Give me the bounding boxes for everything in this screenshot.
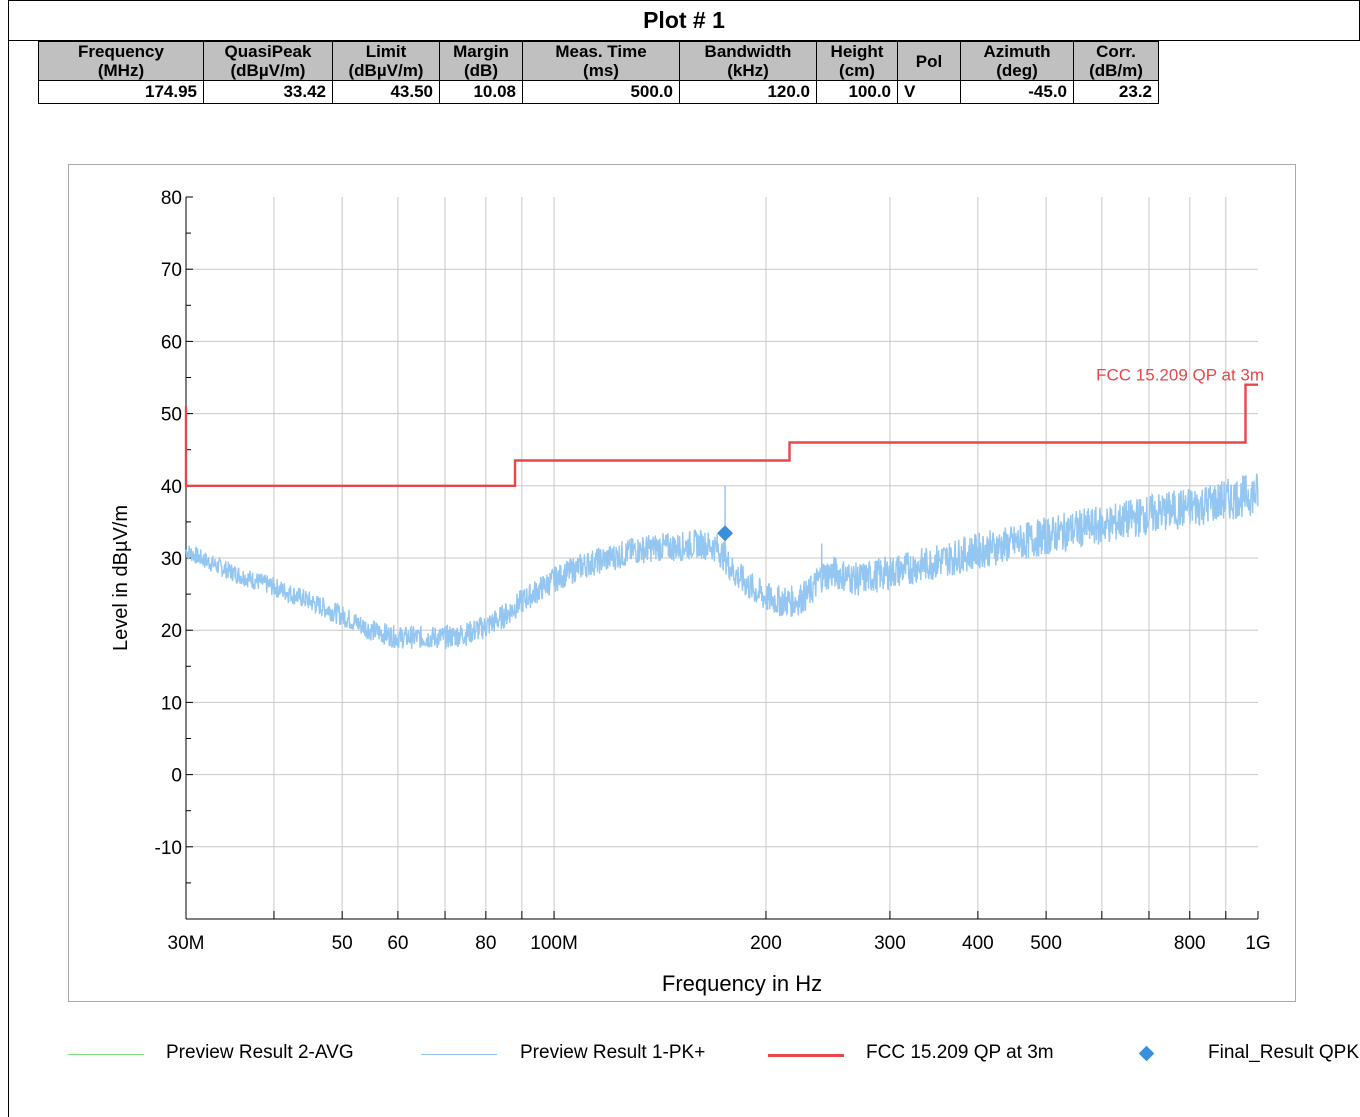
table-cell: -45.0 xyxy=(960,80,1074,104)
column-unit: (cm) xyxy=(839,61,875,80)
column-name: Frequency xyxy=(78,42,164,61)
column-unit: (deg) xyxy=(996,61,1038,80)
y-tick-label: 50 xyxy=(161,405,182,426)
column-unit: (dB) xyxy=(464,61,498,80)
legend-label: Final_Result QPK xyxy=(1208,1042,1360,1063)
legend-swatch-marker xyxy=(1138,1045,1155,1062)
x-tick-label: 100M xyxy=(530,933,578,954)
column-name: Limit xyxy=(365,42,407,61)
column-unit: (ms) xyxy=(583,61,619,80)
column-name: Azimuth xyxy=(983,42,1051,61)
table-cell: 174.95 xyxy=(38,80,204,104)
x-tick-label: 200 xyxy=(750,933,782,954)
emission-chart: -10 0 10 20 30 40 50 60 70 80 30M 50 60 80 100M 200 300 4… xyxy=(110,188,1271,996)
column-name: Bandwidth xyxy=(704,42,792,61)
x-tick-label: 30M xyxy=(168,933,205,954)
table-cell: 33.42 xyxy=(203,80,333,104)
y-tick-label: 0 xyxy=(171,766,182,787)
column-unit: (dB/m) xyxy=(1089,61,1143,80)
column-name: Height xyxy=(830,42,884,61)
legend-label: Preview Result 1-PK+ xyxy=(520,1042,706,1063)
table-row: 174.95 33.42 43.50 10.08 500.0 120.0 100.0 V -45… xyxy=(38,80,1159,104)
y-tick-label: 60 xyxy=(161,332,182,353)
x-tick-label: 500 xyxy=(1030,933,1062,954)
x-tick-label: 1G xyxy=(1245,933,1270,954)
y-tick-label: -10 xyxy=(155,838,182,859)
plot-title: Plot # 1 xyxy=(8,0,1360,41)
column-name: Margin xyxy=(453,42,509,61)
y-axis-label: Level in dBµV/m xyxy=(110,505,132,651)
column-unit: (dBµV/m) xyxy=(348,61,424,80)
x-tick-label: 60 xyxy=(387,933,408,954)
legend-label: Preview Result 2-AVG xyxy=(166,1042,354,1063)
chart-legend: Preview Result 2-AVG Preview Result 1-PK+… xyxy=(0,1030,1360,1080)
series-limit-line xyxy=(184,383,1258,487)
column-header-frequency: Frequency (MHz) xyxy=(38,41,204,81)
y-tick-label: 20 xyxy=(161,621,182,642)
column-unit: (dBµV/m) xyxy=(230,61,306,80)
column-name: Meas. Time xyxy=(555,42,647,61)
column-header-limit: Limit (dBµV/m) xyxy=(332,41,440,81)
table-cell: V xyxy=(897,80,961,104)
table-cell: 43.50 xyxy=(332,80,440,104)
column-header-margin: Margin (dB) xyxy=(439,41,523,81)
y-tick-label: 70 xyxy=(161,260,182,281)
table-cell: 10.08 xyxy=(439,80,523,104)
column-header-height: Height (cm) xyxy=(816,41,898,81)
column-unit: (kHz) xyxy=(727,61,769,80)
x-axis-label: Frequency in Hz xyxy=(662,971,822,996)
final-result-table: Frequency (MHz) QuasiPeak (dBµV/m) Limit (dBµ… xyxy=(38,41,1159,104)
column-name: Pol xyxy=(915,51,943,71)
legend-swatch-line xyxy=(421,1054,497,1055)
legend-swatch-line xyxy=(68,1054,144,1055)
column-header-pol: Pol xyxy=(897,41,961,81)
legend-swatch-line xyxy=(768,1054,844,1057)
table-cell: 100.0 xyxy=(816,80,898,104)
limit-line-label: FCC 15.209 QP at 3m xyxy=(1096,366,1264,385)
column-unit: (MHz) xyxy=(97,61,145,80)
chart-panel: -10 0 10 20 30 40 50 60 70 80 30M 50 60 80 100M 200 300 4… xyxy=(68,164,1296,1002)
column-name: Corr. xyxy=(1096,42,1136,61)
x-tick-label: 80 xyxy=(475,933,496,954)
x-tick-label: 400 xyxy=(962,933,994,954)
x-tick-label: 50 xyxy=(332,933,353,954)
table-cell: 500.0 xyxy=(522,80,680,104)
x-tick-label: 800 xyxy=(1174,933,1206,954)
y-tick-label: 10 xyxy=(161,693,182,714)
final-result-point xyxy=(717,525,734,542)
x-tick-label: 300 xyxy=(874,933,906,954)
table-cell: 23.2 xyxy=(1073,80,1159,104)
column-header-bandwidth: Bandwidth (kHz) xyxy=(679,41,817,81)
y-tick-label: 30 xyxy=(161,549,182,570)
column-header-meas-time: Meas. Time (ms) xyxy=(522,41,680,81)
column-header-quasipeak: QuasiPeak (dBµV/m) xyxy=(203,41,333,81)
y-tick-label: 40 xyxy=(161,477,182,498)
table-cell: 120.0 xyxy=(679,80,817,104)
column-name: QuasiPeak xyxy=(224,42,312,61)
report-frame xyxy=(8,0,1360,1117)
column-header-corr: Corr. (dB/m) xyxy=(1073,41,1159,81)
table-header-row: Frequency (MHz) QuasiPeak (dBµV/m) Limit (dBµ… xyxy=(38,41,1159,81)
legend-label: FCC 15.209 QP at 3m xyxy=(866,1042,1054,1063)
column-header-azimuth: Azimuth (deg) xyxy=(960,41,1074,81)
series-preview-pk-line xyxy=(185,473,1259,650)
y-tick-label: 80 xyxy=(161,188,182,209)
